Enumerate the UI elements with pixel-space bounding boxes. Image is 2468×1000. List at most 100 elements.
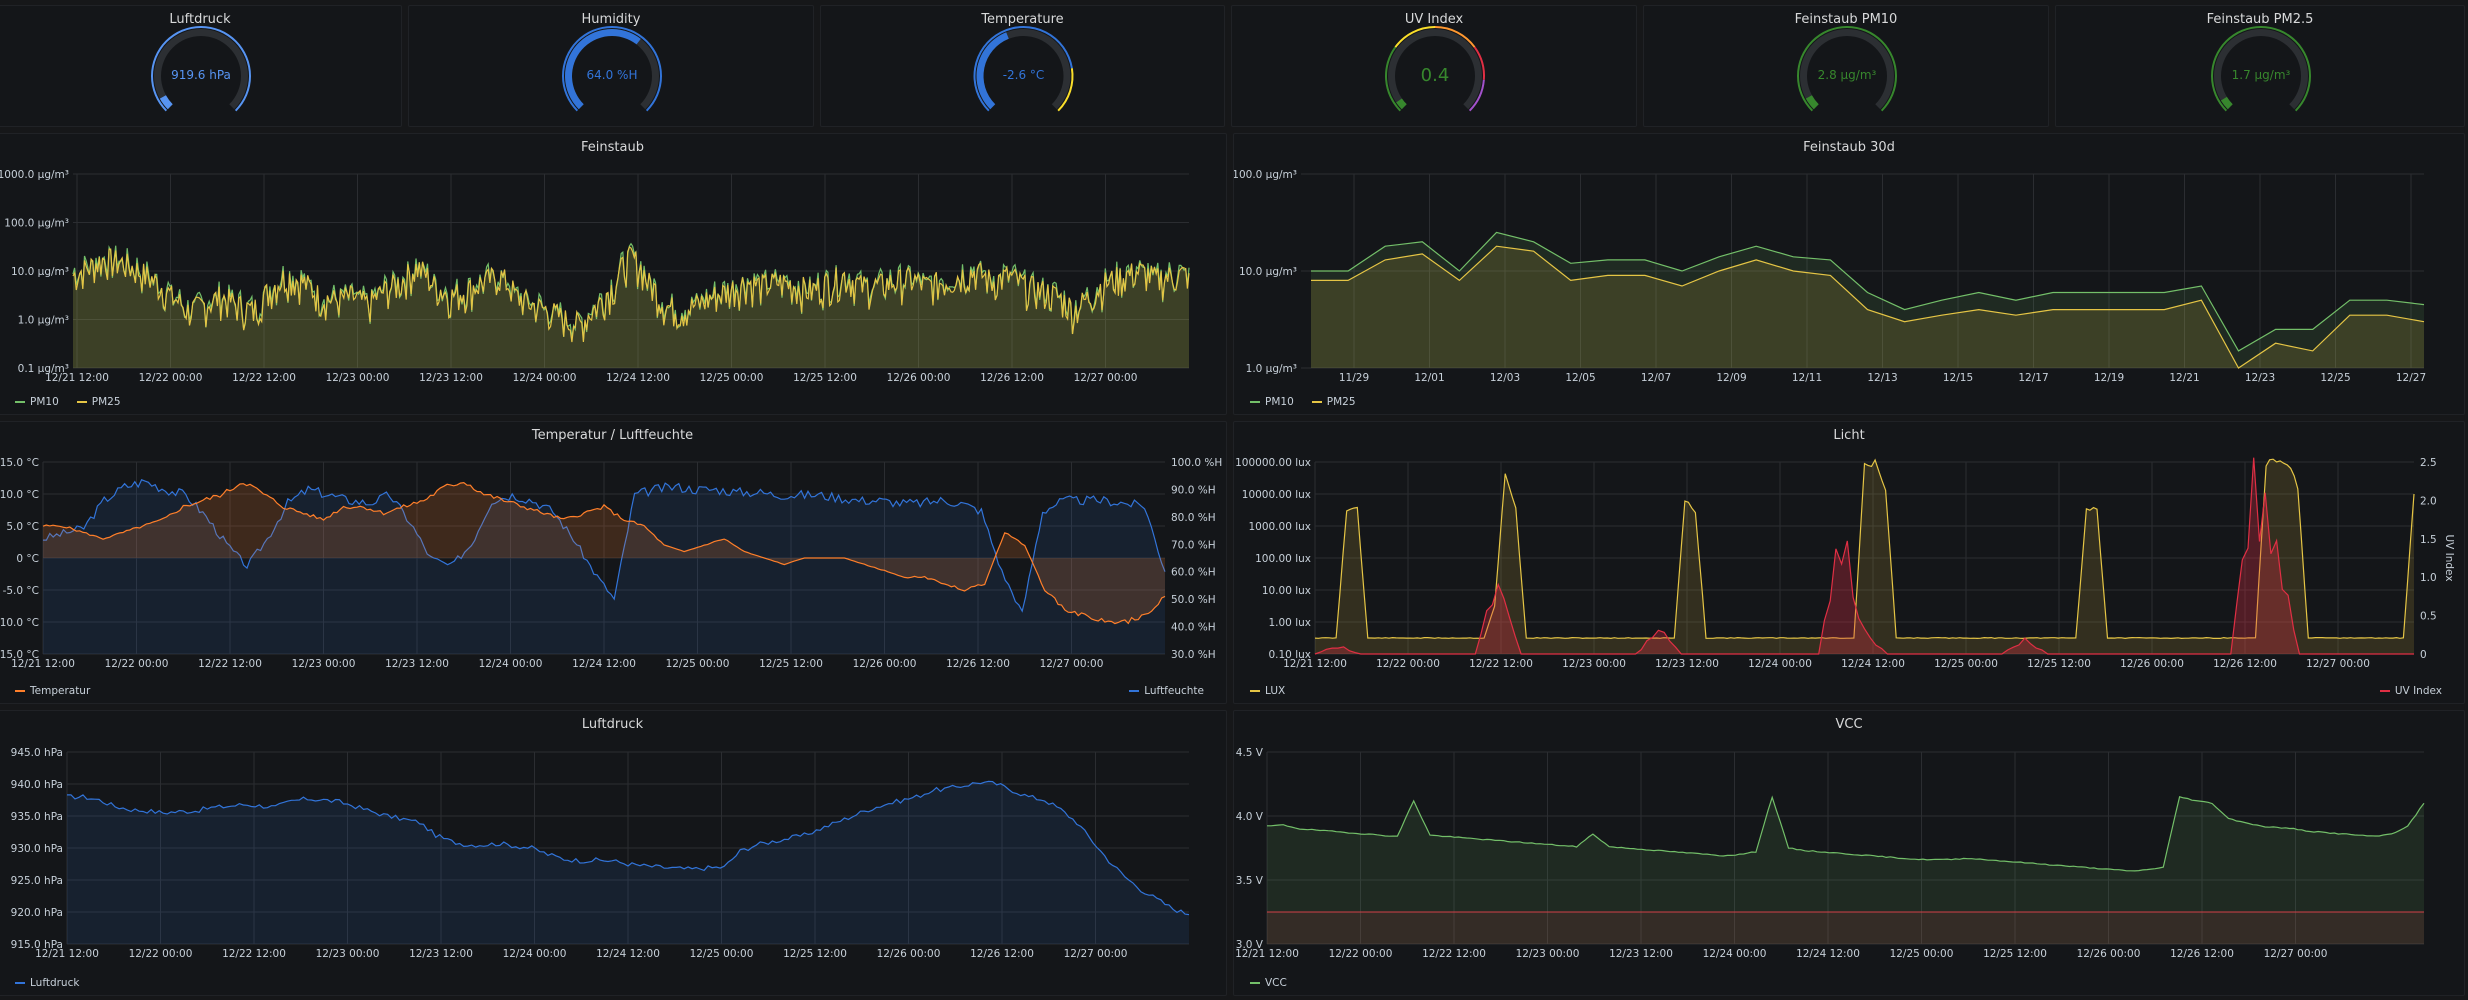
legend-item-pm10[interactable]: PM10 (15, 396, 59, 408)
x-tick-label: 12/24 12:00 (1796, 948, 1860, 960)
panel-temperatur-luftfeuchte[interactable]: Temperatur / Luftfeuchte 15.0 °C 10.0 °C 5… (0, 421, 1227, 704)
gauge-panel-luftdruck[interactable]: Luftdruck 919.6 hPa (0, 5, 402, 127)
x-tick-label: 12/25 12:00 (759, 658, 823, 670)
y2-tick-label: 2.5 (2420, 457, 2437, 469)
series-pm10 (1311, 231, 2425, 352)
x-tick-label: 12/23 12:00 (419, 372, 483, 384)
legend-item-uv-index[interactable]: UV Index (2379, 685, 2442, 697)
y-tick-label: 100.0 µg/m³ (1234, 169, 1297, 181)
x-tick-label: 12/25 12:00 (783, 948, 847, 960)
chart-luftdruck[interactable]: 945.0 hPa 940.0 hPa 935.0 hPa 930.0 hPa 925.… (0, 711, 1227, 996)
y2-tick-label: 30.0 %H (1171, 649, 1216, 661)
chart-licht[interactable]: 100000.00 lux 10000.00 lux 1000.00 lux 100.… (1234, 422, 2465, 704)
gauge-value: 919.6 hPa (171, 68, 231, 82)
series-pm25 (1311, 245, 2425, 369)
x-tick-label: 12/27 (2396, 372, 2426, 384)
y-tick-label: 3.5 V (1236, 875, 1264, 887)
gauge-title: Temperature (981, 12, 1064, 27)
gauge-threshold-band (1394, 25, 1435, 48)
legend-label: LUX (1265, 685, 1286, 697)
legend: Luftdruck (15, 977, 91, 989)
gauge-panel-pm25[interactable]: Feinstaub PM2.5 1.7 µg/m³ (2055, 5, 2465, 127)
y-tick-label: 0.1 µg/m³ (18, 363, 69, 375)
x-tick-label: 12/24 12:00 (572, 658, 636, 670)
legend-item-luftdruck[interactable]: Luftdruck (15, 977, 79, 989)
x-tick-label: 12/23 00:00 (326, 372, 390, 384)
series-uv-index (1314, 457, 2414, 655)
chart-vcc[interactable]: 4.5 V 4.0 V 3.5 V 3.0 V12/21 12:00 12/22 00:… (1234, 711, 2465, 996)
y-tick-label: 15.0 °C (0, 457, 39, 469)
chart-temperatur-luftfeuchte[interactable]: 15.0 °C 10.0 °C 5.0 °C 0 °C -5.0 °C -10.0 °C -… (0, 422, 1227, 704)
x-tick-label: 12/25 00:00 (1890, 948, 1954, 960)
x-tick-label: 12/22 00:00 (1329, 948, 1393, 960)
panel-luftdruck[interactable]: Luftdruck 945.0 hPa 940.0 hPa 935.0 hPa 930… (0, 710, 1227, 996)
x-tick-label: 12/21 12:00 (35, 948, 99, 960)
panel-vcc[interactable]: VCC 4.5 V 4.0 V 3.5 V 3.0 V 12/21 12:00 12/22… (1233, 710, 2465, 996)
y-tick-label: 1000.0 µg/m³ (0, 169, 69, 181)
gauge-panel-uv-index[interactable]: UV Index 0.4 (1231, 5, 1637, 127)
panel-feinstaub-30d[interactable]: Feinstaub 30d 100.0 µg/m³ 10.0 µg/m³ 1.0 µ… (1233, 133, 2465, 415)
y-tick-label: 940.0 hPa (11, 779, 63, 791)
legend-item-lux[interactable]: LUX (1250, 685, 1285, 697)
y2-tick-label: 50.0 %H (1171, 594, 1216, 606)
series-luftfeuchte-fill (43, 479, 1165, 654)
x-tick-label: 12/24 00:00 (503, 948, 567, 960)
gauge-title: UV Index (1404, 12, 1464, 27)
y2-tick-label: 100.0 %H (1171, 457, 1222, 469)
gauge-value: 64.0 %H (587, 68, 638, 82)
x-tick-label: 12/22 00:00 (139, 372, 203, 384)
series-pm25 (72, 246, 1190, 343)
legend-item-pm25[interactable]: PM25 (1311, 396, 1356, 408)
x-tick-label: 12/26 00:00 (887, 372, 951, 384)
x-tick-label: 12/25 12:00 (2027, 658, 2091, 670)
legend-label: Luftfeuchte (1144, 685, 1204, 697)
gauge-uv-index: 0.4 (1385, 25, 1485, 112)
x-tick-label: 12/22 00:00 (1376, 658, 1440, 670)
legend-label: UV Index (2394, 685, 2442, 697)
gauge-threshold-band (1797, 25, 1897, 112)
x-tick-label: 12/27 00:00 (2306, 658, 2370, 670)
gauge-humidity: 64.0 %H (562, 25, 662, 112)
y-tick-label: 0 °C (16, 553, 39, 565)
y2-tick-label: 0.5 (2420, 611, 2437, 623)
legend-item-pm25[interactable]: PM25 (76, 396, 121, 408)
gauge-value: 1.7 µg/m³ (2232, 68, 2291, 82)
y2-tick-label: 90.0 %H (1171, 484, 1216, 496)
gauge-threshold-band (1385, 46, 1402, 112)
gauge-value: -2.6 °C (1003, 68, 1045, 82)
chart-feinstaub-30d[interactable]: 100.0 µg/m³ 10.0 µg/m³ 1.0 µg/m³ 11/29 12/01… (1234, 134, 2465, 415)
legend-item-pm10[interactable]: PM10 (1250, 396, 1294, 408)
gauge-panel-pm10[interactable]: Feinstaub PM10 2.8 µg/m³ (1643, 5, 2049, 127)
chart-feinstaub[interactable]: 1000.0 µg/m³ 100.0 µg/m³ 10.0 µg/m³ 1.0 µg/… (0, 134, 1227, 415)
gauge-value-arc (159, 95, 173, 110)
x-tick-label: 12/22 12:00 (1469, 658, 1533, 670)
x-tick-label: 12/26 12:00 (946, 658, 1010, 670)
legend-swatch (76, 401, 87, 403)
gauge-value-arc (565, 29, 641, 110)
gauge-pm10: 2.8 µg/m³ (1797, 25, 1897, 112)
gauge-panel-humidity[interactable]: Humidity 64.0 %H (408, 5, 814, 127)
legend-item-luftfeuchte[interactable]: Luftfeuchte (1129, 685, 1204, 697)
panel-title: Temperatur / Luftfeuchte (531, 428, 694, 443)
x-tick-label: 12/15 (1943, 372, 1973, 384)
legend-swatch (15, 690, 25, 692)
series-pm25-fill (1311, 246, 2424, 368)
gauge-threshold-band (1435, 26, 1476, 48)
x-tick-label: 12/19 (2094, 372, 2124, 384)
x-tick-label: 12/23 12:00 (1655, 658, 1719, 670)
y-tick-label: 10.0 °C (0, 489, 39, 501)
gauge-value-arc (2220, 96, 2233, 110)
panel-feinstaub[interactable]: Feinstaub 1000.0 µg/m³ 100.0 µg/m³ 10.0 µg… (0, 133, 1227, 415)
y-tick-label: 4.5 V (1236, 747, 1264, 759)
y-tick-label: 1000.00 lux (1248, 521, 1311, 533)
legend-item-vcc[interactable]: VCC (1250, 977, 1287, 989)
y-tick-label: 5.0 °C (6, 521, 39, 533)
gauge-panel-temperature[interactable]: Temperature -2.6 °C (820, 5, 1225, 127)
legend-swatch (1311, 401, 1322, 403)
gauge-value-arc (976, 32, 1009, 110)
legend-item-temperatur[interactable]: Temperatur (15, 685, 90, 697)
gauge-threshold-band (1473, 46, 1485, 80)
x-tick-label: 12/22 00:00 (105, 658, 169, 670)
panel-licht[interactable]: Licht 100000.00 lux 10000.00 lux 1000.00 l… (1233, 421, 2465, 704)
x-tick-label: 12/24 00:00 (479, 658, 543, 670)
